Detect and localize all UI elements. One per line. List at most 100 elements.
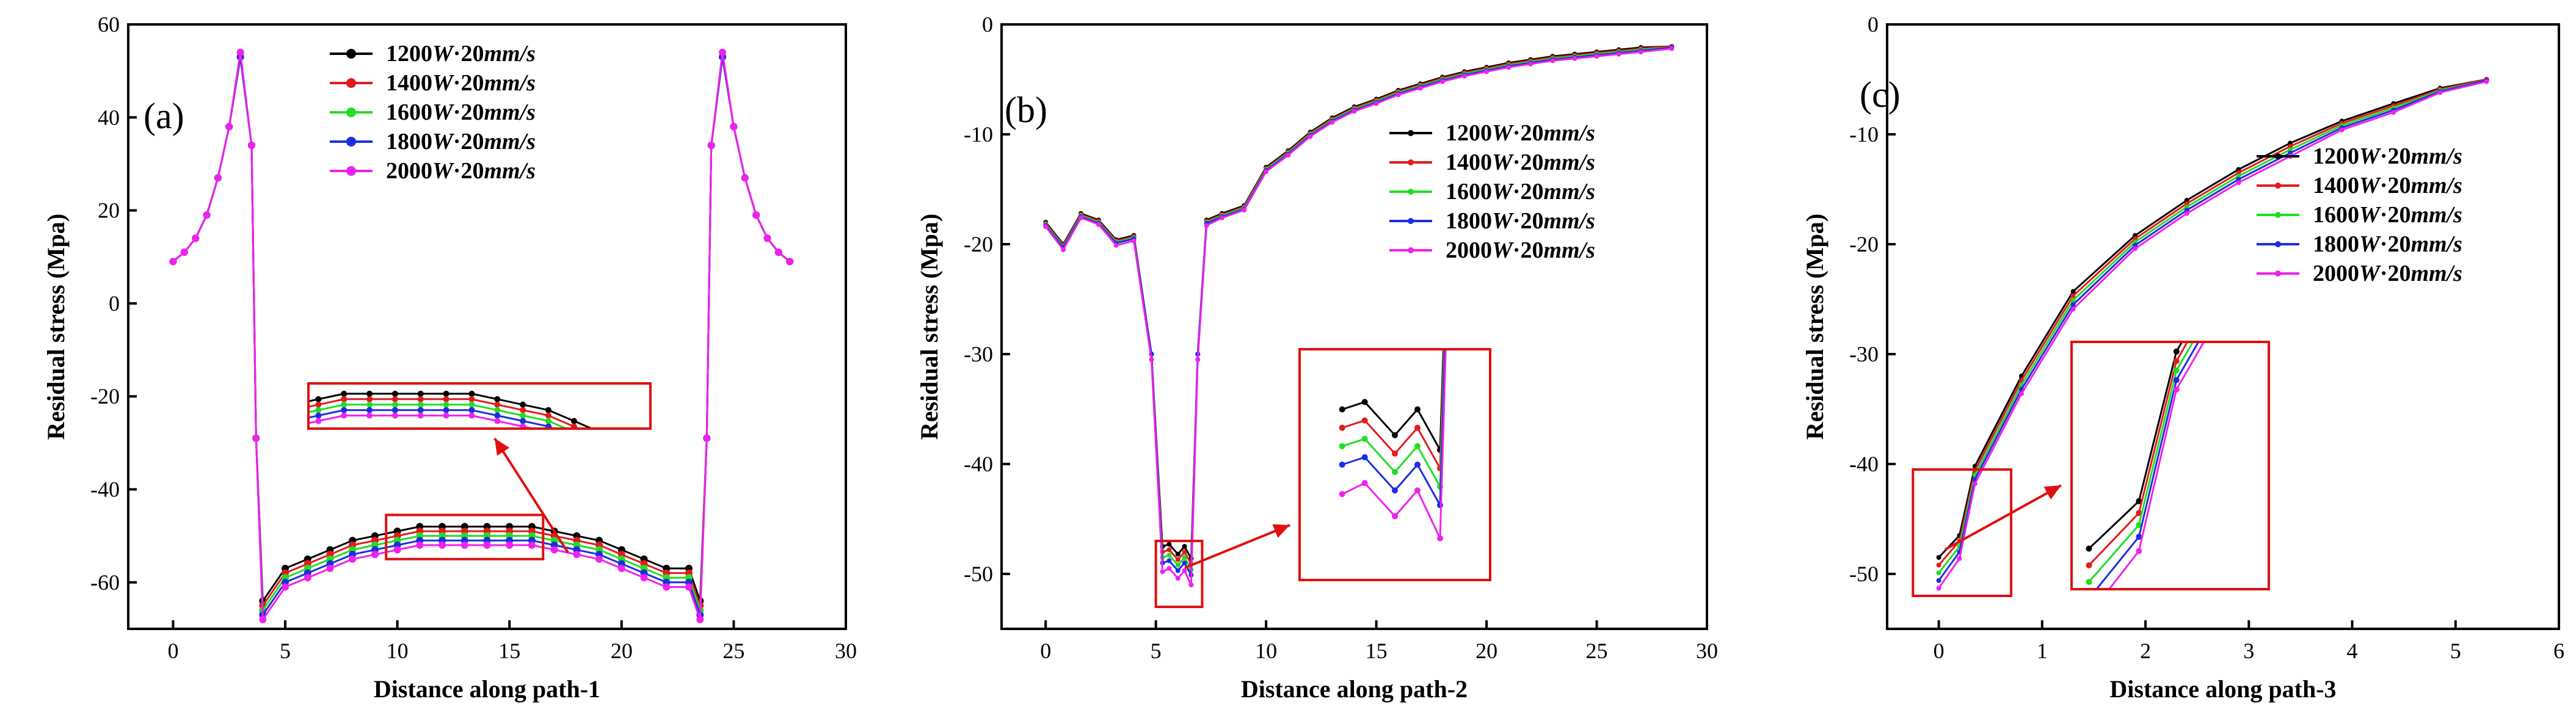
inset-point <box>647 451 653 457</box>
legend-label: 1400W·20mm/s <box>386 70 536 96</box>
inset-point <box>290 413 296 419</box>
data-point <box>1638 49 1643 54</box>
data-point <box>1149 357 1154 362</box>
inset-point <box>391 396 398 402</box>
data-point <box>2070 302 2076 307</box>
y-tick-label: 40 <box>98 105 120 129</box>
y-tick-label: -20 <box>964 232 993 256</box>
inset-point <box>315 401 322 408</box>
legend-label: 1600W·20mm/s <box>386 100 536 125</box>
data-point <box>1175 562 1181 568</box>
zoom-region <box>385 513 545 560</box>
inset-point <box>1414 487 1421 494</box>
inset-point <box>1414 424 1421 431</box>
x-tick-label: 15 <box>1366 639 1388 663</box>
x-tick-label: 30 <box>835 639 857 663</box>
y-tick-label: -50 <box>964 562 993 586</box>
x-tick-label: 10 <box>387 639 409 663</box>
inset-point <box>213 440 219 446</box>
inset-point <box>622 456 628 462</box>
data-point <box>1461 73 1467 79</box>
x-tick-label: 5 <box>280 639 291 663</box>
data-point <box>1204 223 1209 228</box>
inset-point <box>468 390 475 397</box>
plot-frame <box>1000 23 1708 630</box>
legend: 1200W·20mm/s 1400W·20mm/s 1600W·20mm/s 1800… <box>2257 143 2462 286</box>
data-point <box>719 48 727 56</box>
inset-point <box>155 287 161 293</box>
plot-frame <box>1886 23 2560 630</box>
y-axis-label: Residual stress (Mpa) <box>915 214 943 440</box>
data-point <box>1078 215 1083 220</box>
inset-point <box>647 445 653 451</box>
inset-point <box>571 434 577 440</box>
legend-label: 1800W·20mm/s <box>2313 231 2462 257</box>
data-point <box>2070 306 2076 312</box>
legend: 1200W·20mm/s 1400W·20mm/s 1600W·20mm/s 1800… <box>330 41 536 184</box>
panel-label: (c) <box>1860 74 1901 115</box>
data-point <box>371 551 379 559</box>
zoom-region <box>1912 468 2013 597</box>
data-point <box>730 123 738 131</box>
y-tick-label: -20 <box>1849 232 1879 256</box>
legend-label: 1600W·20mm/s <box>2313 202 2462 228</box>
data-point <box>1286 153 1291 158</box>
inset-point <box>417 396 424 402</box>
data-point <box>1219 215 1224 220</box>
y-tick-label: -10 <box>964 122 993 147</box>
data-point <box>1352 109 1357 114</box>
x-tick-label: 5 <box>1151 639 1162 663</box>
inset-point <box>187 440 194 446</box>
inset-point <box>162 489 168 495</box>
inset-point <box>162 499 168 506</box>
legend-label: 2000W·20mm/s <box>1446 238 1595 263</box>
inset-point <box>2086 562 2092 568</box>
data-point <box>1175 551 1181 557</box>
data-point <box>169 258 177 266</box>
inset-point <box>1414 406 1421 413</box>
inset-point <box>570 423 577 427</box>
inset-point <box>2286 163 2292 169</box>
data-point <box>595 555 603 563</box>
data-point <box>752 211 760 219</box>
data-point <box>1061 247 1066 252</box>
legend-label: 2000W·20mm/s <box>2313 261 2462 286</box>
data-point <box>192 234 200 242</box>
inset-point <box>520 412 526 419</box>
data-point <box>741 174 749 182</box>
inset-point <box>366 390 373 397</box>
inset-point <box>2286 192 2292 198</box>
x-tick-label: 5 <box>2450 639 2461 663</box>
inset-point <box>213 429 219 435</box>
inset-point <box>647 440 653 446</box>
inset-point <box>494 418 501 424</box>
data-point <box>1374 101 1379 106</box>
legend-marker <box>2275 241 2281 247</box>
data-point <box>774 248 782 256</box>
data-point <box>1936 586 1941 591</box>
inset-point <box>2286 173 2292 179</box>
inset-point <box>520 401 526 408</box>
inset-point <box>647 462 653 468</box>
inset-point <box>468 396 475 402</box>
data-point <box>1195 357 1201 362</box>
inset-point <box>341 390 347 397</box>
data-point <box>252 434 260 442</box>
plot-frame <box>127 23 847 630</box>
x-axis-label: Distance along path-1 <box>374 675 600 703</box>
inset-point <box>2136 548 2142 554</box>
data-point <box>203 211 211 219</box>
inset-line <box>2088 343 2188 566</box>
panel-2: 0 1 2 3 4 5 6 -50 -40 -30 -20 -10 0 Distance along pa… <box>1801 12 2564 703</box>
data-point <box>685 583 693 591</box>
inset-point <box>1339 491 1345 498</box>
inset-point <box>155 287 161 293</box>
x-tick-label: 15 <box>498 639 520 663</box>
data-point <box>1395 92 1401 98</box>
legend-marker <box>1408 130 1414 136</box>
y-tick-label: 0 <box>982 12 993 37</box>
data-point <box>2184 211 2189 216</box>
inset-point <box>1339 406 1345 413</box>
legend-marker <box>346 166 356 176</box>
legend-label: 1800W·20mm/s <box>1446 208 1595 234</box>
